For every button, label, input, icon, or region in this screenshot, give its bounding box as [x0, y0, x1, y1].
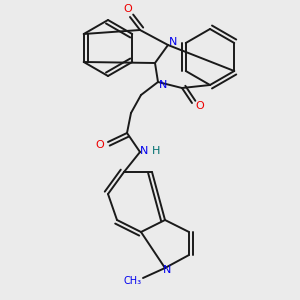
- Text: N: N: [169, 37, 177, 47]
- Text: O: O: [196, 101, 204, 111]
- Text: O: O: [124, 4, 132, 14]
- Text: H: H: [152, 146, 160, 156]
- Text: N: N: [163, 265, 171, 275]
- Text: CH₃: CH₃: [124, 276, 142, 286]
- Text: O: O: [96, 140, 104, 150]
- Text: N: N: [159, 80, 167, 90]
- Text: N: N: [140, 146, 148, 156]
